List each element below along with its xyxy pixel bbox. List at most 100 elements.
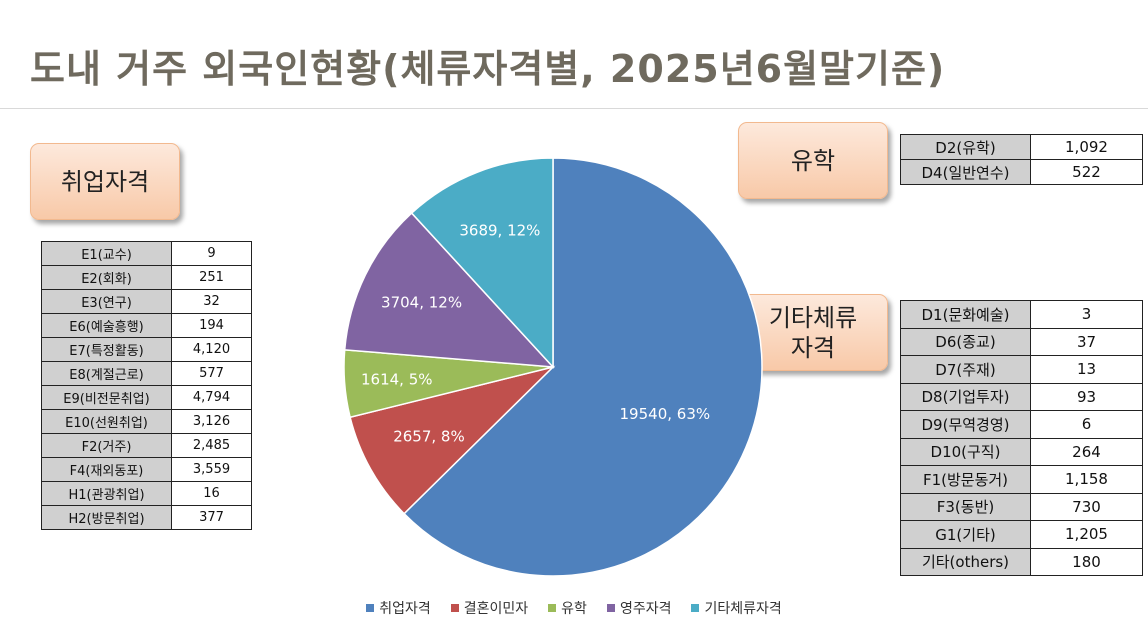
row-value: 577 xyxy=(171,361,252,386)
row-label: D6(종교) xyxy=(900,327,1031,356)
row-label: F2(거주) xyxy=(41,433,172,458)
row-value: 377 xyxy=(171,505,252,530)
row-label: E1(교수) xyxy=(41,241,172,266)
pie-data-label: 19540, 63% xyxy=(620,405,711,423)
row-value: 3,126 xyxy=(171,409,252,434)
study-table: D2(유학) 1,092 D4(일반연수) 522 xyxy=(900,134,1143,185)
table-row: E7(특정활동) 4,120 xyxy=(41,337,252,362)
legend-label: 취업자격 xyxy=(379,601,431,617)
callout-other-label-line1: 기타체류 xyxy=(768,303,858,332)
row-value: 251 xyxy=(171,265,252,290)
callout-study: 유학 xyxy=(738,122,888,199)
legend-label: 기타체류자격 xyxy=(704,601,782,617)
row-label: E3(연구) xyxy=(41,289,172,314)
row-value: 4,794 xyxy=(171,385,252,410)
legend-swatch xyxy=(606,604,615,612)
table-row: H2(방문취업) 377 xyxy=(41,505,252,530)
table-row: 기타(others) 180 xyxy=(900,547,1143,576)
row-label: D9(무역경영) xyxy=(900,410,1031,439)
pie-slice xyxy=(403,157,763,577)
table-row: D8(기업투자) 93 xyxy=(900,382,1143,411)
row-label: E6(예술흥행) xyxy=(41,313,172,338)
row-value: 3,559 xyxy=(171,457,252,482)
callout-employment: 취업자격 xyxy=(30,143,180,220)
row-label: F3(동반) xyxy=(900,492,1031,521)
row-value: 264 xyxy=(1030,437,1143,466)
row-label: F1(방문동거) xyxy=(900,465,1031,494)
pie-chart: 19540, 63% 2657, 8% 1614, 5% 3704, 12% 3689,… xyxy=(343,157,763,577)
row-label: G1(기타) xyxy=(900,520,1031,549)
row-value: 1,158 xyxy=(1030,465,1143,494)
row-value: 1,205 xyxy=(1030,520,1143,549)
other-table: D1(문화예술) 3 D6(종교) 37 D7(주재) 13 D8(기업투자) 93 D9(무역… xyxy=(900,300,1143,576)
table-row: G1(기타) 1,205 xyxy=(900,520,1143,549)
table-row: E3(연구) 32 xyxy=(41,289,252,314)
row-value: 522 xyxy=(1030,159,1143,185)
pie-data-label: 3704, 12% xyxy=(381,294,462,312)
table-row: E9(비전문취업) 4,794 xyxy=(41,385,252,410)
legend-swatch xyxy=(691,604,700,612)
row-value: 194 xyxy=(171,313,252,338)
row-value: 9 xyxy=(171,241,252,266)
employment-table: E1(교수) 9 E2(회화) 251 E3(연구) 32 E6(예술흥행) 194 E7(특정… xyxy=(41,241,252,530)
table-row: D10(구직) 264 xyxy=(900,437,1143,466)
chart-legend: 취업자격 결혼이민자 유학 영주자격 기타체류자격 xyxy=(0,598,1148,618)
row-label: D8(기업투자) xyxy=(900,382,1031,411)
legend-label: 결혼이민자 xyxy=(463,601,529,617)
row-value: 93 xyxy=(1030,382,1143,411)
row-value: 1,092 xyxy=(1030,134,1143,160)
table-row: H1(관광취업) 16 xyxy=(41,481,252,506)
table-row: F1(방문동거) 1,158 xyxy=(900,465,1143,494)
table-row: E10(선원취업) 3,126 xyxy=(41,409,252,434)
pie-slice xyxy=(349,365,556,515)
page-title: 도내 거주 외국인현황(체류자격별, 2025년6월말기준) xyxy=(30,47,946,91)
row-value: 13 xyxy=(1030,355,1143,384)
callout-other: 기타체류 자격 xyxy=(738,294,888,371)
legend-swatch xyxy=(366,604,375,612)
table-row: E8(계절근로) 577 xyxy=(41,361,252,386)
table-row: D2(유학) 1,092 xyxy=(900,134,1143,160)
callout-study-label: 유학 xyxy=(790,146,836,175)
row-label: D4(일반연수) xyxy=(900,159,1031,185)
row-label: E10(선원취업) xyxy=(41,409,172,434)
table-row: D1(문화예술) 3 xyxy=(900,300,1143,329)
row-value: 16 xyxy=(171,481,252,506)
callout-other-label-line2: 자격 xyxy=(790,333,836,362)
table-row: E6(예술흥행) 194 xyxy=(41,313,252,338)
table-row: F4(재외동포) 3,559 xyxy=(41,457,252,482)
row-label: H1(관광취업) xyxy=(41,481,172,506)
table-row: D6(종교) 37 xyxy=(900,327,1143,356)
row-value: 6 xyxy=(1030,410,1143,439)
row-label: E7(특정활동) xyxy=(41,337,172,362)
row-label: E8(계절근로) xyxy=(41,361,172,386)
row-label: H2(방문취업) xyxy=(41,505,172,530)
row-label: D10(구직) xyxy=(900,437,1031,466)
row-value: 3 xyxy=(1030,300,1143,329)
pie-data-label: 2657, 8% xyxy=(393,427,465,445)
row-label: 기타(others) xyxy=(900,547,1031,576)
row-label: E2(회화) xyxy=(41,265,172,290)
row-label: E9(비전문취업) xyxy=(41,385,172,410)
pie-data-label: 1614, 5% xyxy=(361,371,433,389)
row-label: D1(문화예술) xyxy=(900,300,1031,329)
row-value: 32 xyxy=(171,289,252,314)
legend-item: 취업자격 xyxy=(366,598,431,618)
legend-item: 유학 xyxy=(548,598,587,618)
table-row: D7(주재) 13 xyxy=(900,355,1143,384)
table-row: D4(일반연수) 522 xyxy=(900,159,1143,185)
row-value: 2,485 xyxy=(171,433,252,458)
table-row: E2(회화) 251 xyxy=(41,265,252,290)
row-label: F4(재외동포) xyxy=(41,457,172,482)
legend-item: 기타체류자격 xyxy=(691,598,782,618)
legend-item: 영주자격 xyxy=(606,598,671,618)
row-value: 37 xyxy=(1030,327,1143,356)
table-row: E1(교수) 9 xyxy=(41,241,252,266)
legend-label: 유학 xyxy=(561,601,587,617)
table-row: D9(무역경영) 6 xyxy=(900,410,1143,439)
row-value: 180 xyxy=(1030,547,1143,576)
row-label: D7(주재) xyxy=(900,355,1031,384)
row-value: 730 xyxy=(1030,492,1143,521)
legend-item: 결혼이민자 xyxy=(450,598,529,618)
legend-swatch xyxy=(450,604,459,612)
row-label: D2(유학) xyxy=(900,134,1031,160)
